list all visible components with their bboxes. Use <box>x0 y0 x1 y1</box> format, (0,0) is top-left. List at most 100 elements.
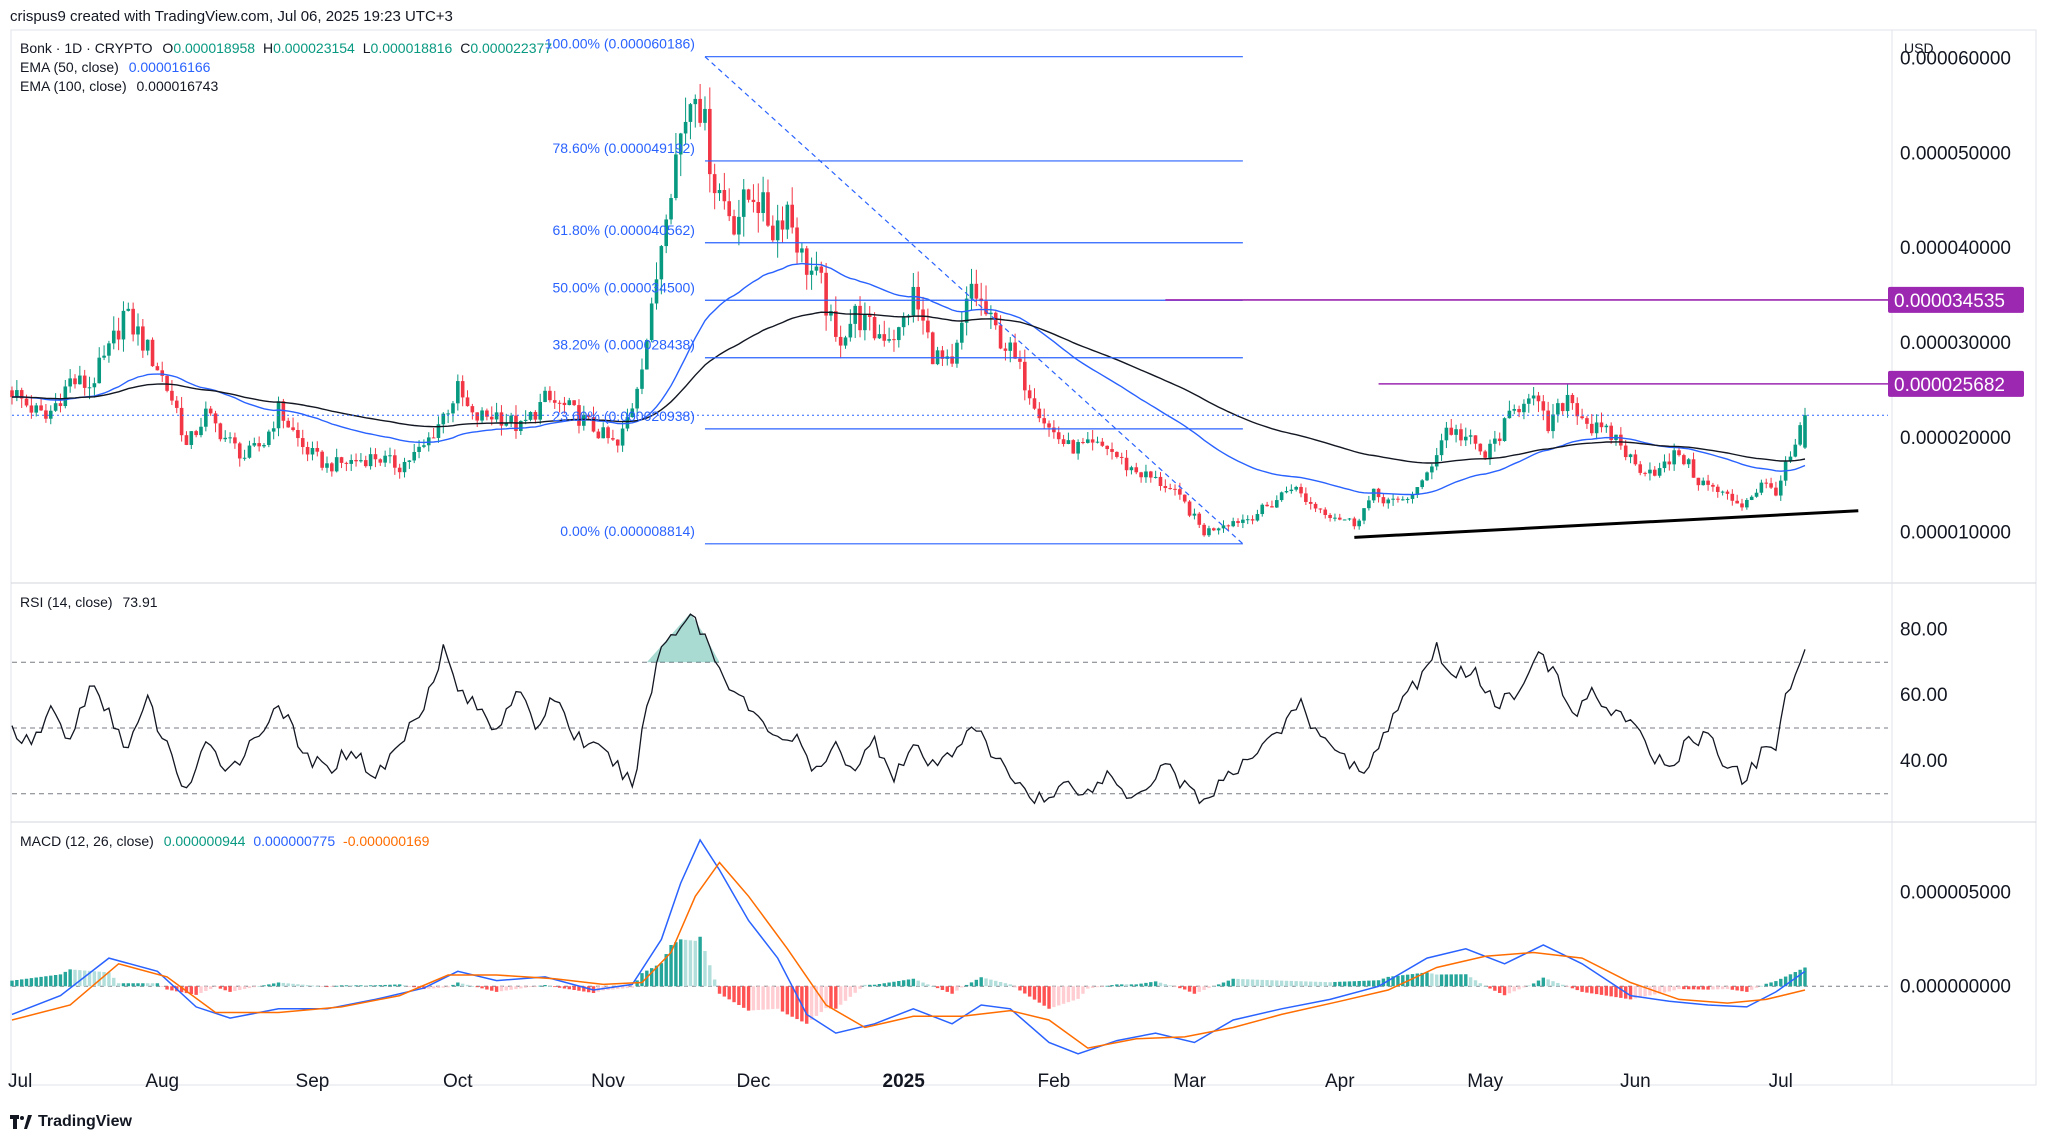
candle-body <box>800 248 804 253</box>
macd-histogram-bar <box>901 980 906 987</box>
candle <box>1493 430 1497 452</box>
macd-histogram-bar <box>456 982 460 987</box>
candle <box>1076 439 1080 460</box>
candle-body <box>1589 423 1594 434</box>
macd-histogram-bar <box>1473 980 1478 987</box>
macd-histogram-bar <box>1333 981 1337 987</box>
candle-body <box>960 322 964 343</box>
candle-body <box>1231 521 1235 527</box>
ascending-trendline <box>1354 509 1859 539</box>
macd-signal-value: -0.000000169 <box>343 833 430 849</box>
rsi-axis-tick-label: 80.00 <box>1900 619 1948 640</box>
candle-body <box>97 357 102 384</box>
ema50-value: 0.000016166 <box>128 59 211 75</box>
candle-body <box>58 403 63 407</box>
candle <box>659 245 664 295</box>
candle-body <box>1207 528 1211 536</box>
macd-histogram-bar <box>775 986 780 1009</box>
candle <box>998 315 1003 350</box>
rsi-legend[interactable]: RSI (14, close) 73.91 <box>20 594 162 610</box>
candle <box>1134 462 1139 475</box>
candle-body <box>1265 504 1269 507</box>
macd-axis-tick-label: 0.000000000 <box>1900 976 2011 997</box>
candle <box>228 432 232 444</box>
macd-histogram-bar <box>872 984 877 987</box>
macd-histogram-bar <box>485 986 489 990</box>
candle-body <box>863 314 867 331</box>
macd-histogram-bar <box>267 984 271 987</box>
candle-body <box>916 286 920 310</box>
macd-histogram-bar <box>1110 985 1114 987</box>
candle-body <box>1027 390 1032 399</box>
candle <box>1754 488 1759 498</box>
candle <box>1192 508 1197 520</box>
candle <box>257 436 261 452</box>
candle-body <box>930 332 935 365</box>
candle <box>53 393 58 412</box>
macd-histogram-bar <box>1347 981 1352 987</box>
candle-body <box>1526 398 1531 404</box>
macd-histogram-bar <box>1023 986 1027 994</box>
candle-body <box>73 378 77 385</box>
candle <box>1730 489 1735 506</box>
candle-body <box>809 270 814 275</box>
tradingview-brand[interactable]: TradingView <box>10 1113 132 1131</box>
candle <box>654 262 659 310</box>
macd-histogram-bar <box>1711 986 1715 990</box>
macd-histogram-bar <box>771 986 775 1010</box>
candle <box>1207 525 1211 538</box>
candle-body <box>78 375 82 385</box>
macd-histogram-bar <box>436 986 441 989</box>
candle <box>315 441 320 457</box>
candle-body <box>412 451 417 461</box>
candle <box>29 395 34 419</box>
candle <box>678 132 683 177</box>
ema50-legend[interactable]: EMA (50, close) 0.000016166 <box>20 59 214 75</box>
candle <box>1778 475 1783 501</box>
currency-label[interactable]: USD <box>1904 40 1934 56</box>
candle <box>674 132 678 201</box>
candle-body <box>1749 496 1754 500</box>
candle-body <box>1774 487 1778 496</box>
macd-histogram-bar <box>1498 986 1502 993</box>
candle-body <box>1522 403 1526 413</box>
candle-body <box>1313 503 1318 509</box>
candle <box>683 97 688 145</box>
low-label: L <box>362 40 371 56</box>
candle-body <box>1308 501 1313 504</box>
candle-body <box>678 133 683 155</box>
candle <box>1633 449 1638 466</box>
candle <box>1614 434 1618 446</box>
candle-body <box>15 390 19 398</box>
candle <box>1502 417 1507 442</box>
high-value: 0.000023154 <box>273 40 355 56</box>
time-axis-tick-label: Jul <box>1769 1071 1793 1092</box>
macd-histogram-bar <box>737 986 741 1005</box>
candle-body <box>257 443 261 447</box>
candle <box>693 94 698 128</box>
candle <box>237 441 242 467</box>
candle-body <box>165 375 169 391</box>
candle-body <box>204 408 208 427</box>
macd-histogram-bar <box>1536 980 1541 987</box>
macd-histogram-bar <box>950 986 954 994</box>
candle-body <box>601 427 606 439</box>
candle-body <box>1008 342 1013 351</box>
macd-histogram-bar <box>829 986 833 1009</box>
macd-histogram-bar <box>373 985 378 987</box>
macd-legend[interactable]: MACD (12, 26, close) 0.000000944 0.00000… <box>20 833 433 849</box>
candle <box>1139 471 1143 483</box>
candle-body <box>344 462 349 464</box>
macd-histogram-bar <box>1507 986 1512 994</box>
ema100-legend[interactable]: EMA (100, close) 0.000016743 <box>20 78 222 94</box>
open-value: 0.000018958 <box>173 40 256 56</box>
macd-histogram-bar <box>746 986 751 1011</box>
candle-body <box>92 383 97 388</box>
macd-histogram-bar <box>1686 986 1691 990</box>
candle-body <box>223 437 228 440</box>
candle-body <box>1575 403 1580 417</box>
macd-histogram-bar <box>136 983 140 987</box>
candle <box>15 380 19 402</box>
candle-body <box>1759 482 1764 493</box>
